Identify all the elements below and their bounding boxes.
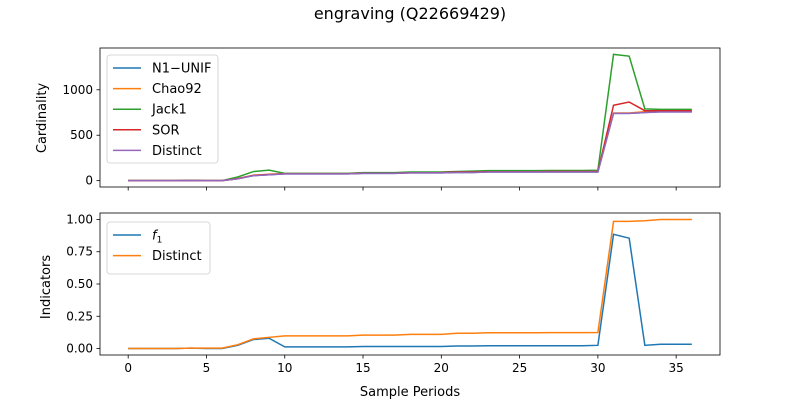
y-tick-label: 1.00	[66, 212, 93, 226]
x-tick-label: 25	[512, 361, 527, 375]
indicators-y-axis-label: Indicators	[39, 255, 54, 319]
x-tick-label: 30	[590, 361, 605, 375]
x-tick-label: 35	[669, 361, 684, 375]
y-tick-label: 1000	[62, 83, 93, 97]
legend-box	[106, 221, 211, 275]
x-tick-label: 0	[124, 361, 132, 375]
y-tick-label: 0.50	[66, 277, 93, 291]
series-line-distinct	[128, 111, 692, 182]
legend-entry: SOR	[152, 123, 180, 138]
legend: N1−UNIF Chao92 Jack1 SOR Distinct	[106, 54, 219, 164]
legend-box	[106, 54, 219, 164]
y-tick-label: 0.25	[66, 309, 93, 323]
y-tick-label: 500	[70, 128, 93, 142]
x-axis-label: Sample Periods	[360, 385, 460, 400]
cardinality-panel: 0 500 1000 N1−UNIF Chao92 Jack1 SOR Distinct	[62, 47, 721, 191]
series-line-distinct	[128, 218, 692, 350]
legend-entry: Chao92	[152, 82, 202, 97]
indicators-panel: 0 5 10 15 20 25 30 35 0.00 0.25 0.50 0.75 1.00 f1 Dist…	[66, 212, 721, 375]
x-tick-label: 5	[203, 361, 211, 375]
x-tick-label: 10	[277, 361, 292, 375]
legend-entry: Jack1	[151, 103, 187, 118]
legend-entry: Distinct	[152, 144, 202, 159]
legend-entry: f1	[152, 229, 162, 246]
legend-entry: Distinct	[152, 249, 202, 264]
y-tick-label: 0	[85, 174, 93, 188]
x-tick-label: 20	[434, 361, 449, 375]
legend-entry: N1−UNIF	[152, 62, 211, 77]
y-tick-label: 0.00	[66, 342, 93, 356]
figure-title: engraving (Q22669429)	[314, 4, 506, 23]
legend: f1 Distinct	[106, 221, 211, 275]
cardinality-y-axis-label: Cardinality	[35, 83, 50, 154]
y-tick-label: 0.75	[66, 245, 93, 259]
axes-frame	[99, 47, 721, 188]
x-tick-label: 15	[355, 361, 370, 375]
